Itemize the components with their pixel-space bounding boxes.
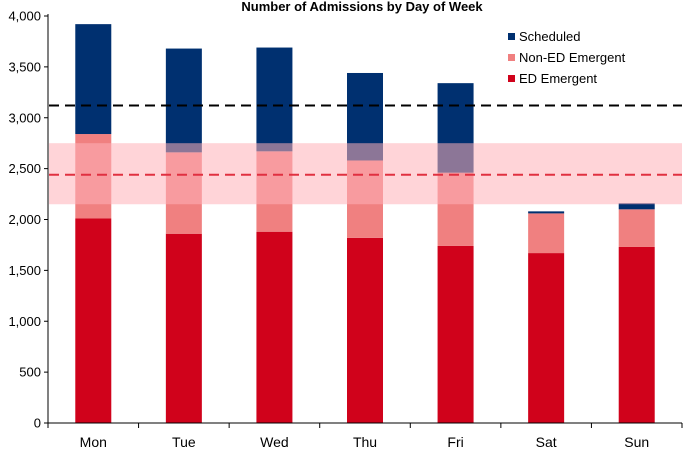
legend-swatch-non-ed-emergent	[508, 54, 515, 61]
bar-scheduled-wed	[256, 47, 293, 152]
bar-scheduled-mon	[75, 24, 112, 135]
bar-ed-emergent-wed	[256, 231, 293, 423]
bar-scheduled-tue	[165, 48, 202, 153]
y-tick-label: 500	[19, 365, 41, 380]
bar-ed-emergent-mon	[75, 218, 112, 423]
bar-ed-emergent-thu	[347, 237, 383, 423]
bar-ed-emergent-tue	[165, 233, 202, 423]
legend-label-scheduled: Scheduled	[519, 29, 580, 44]
legend-label-ed-emergent: ED Emergent	[519, 71, 597, 86]
reference-lines-layer	[49, 104, 682, 176]
y-tick-label: 3,000	[8, 110, 41, 125]
bar-non-ed-emergent-sun	[618, 209, 655, 247]
x-tick-label-tue: Tue	[172, 434, 196, 450]
x-tick-label-thu: Thu	[353, 434, 377, 450]
y-tick-label: 1,000	[8, 314, 41, 329]
target-band	[49, 143, 682, 205]
x-tick-label-sun: Sun	[624, 434, 649, 450]
x-tick-label-wed: Wed	[260, 434, 289, 450]
bar-ed-emergent-fri	[437, 245, 474, 423]
bar-scheduled-sun	[618, 203, 655, 210]
x-tick-label-sat: Sat	[536, 434, 557, 450]
bar-ed-emergent-sun	[618, 246, 655, 423]
bar-non-ed-emergent-sat	[528, 213, 565, 254]
y-tick-label: 4,000	[8, 9, 41, 24]
y-tick-label: 0	[34, 416, 41, 431]
chart-title: Number of Admissions by Day of Week	[241, 0, 483, 14]
y-tick-label: 3,500	[8, 59, 41, 74]
axes-layer: 0 500 1,000 1,500 2,000 2,500 3,000 3,500 4,000 M…	[8, 9, 683, 450]
target-band-layer	[49, 143, 682, 205]
bar-scheduled-sat	[528, 211, 565, 214]
y-tick-label: 2,000	[8, 212, 41, 227]
y-tick-label: 1,500	[8, 263, 41, 278]
x-tick-label-fri: Fri	[447, 434, 463, 450]
y-tick-label: 2,500	[8, 161, 41, 176]
legend-swatch-ed-emergent	[508, 75, 515, 82]
bar-ed-emergent-sat	[528, 253, 565, 423]
legend-label-non-ed-emergent: Non-ED Emergent	[519, 50, 626, 65]
x-tick-label-mon: Mon	[80, 434, 107, 450]
legend: Scheduled Non-ED Emergent ED Emergent	[508, 29, 626, 86]
legend-swatch-scheduled	[508, 33, 515, 40]
